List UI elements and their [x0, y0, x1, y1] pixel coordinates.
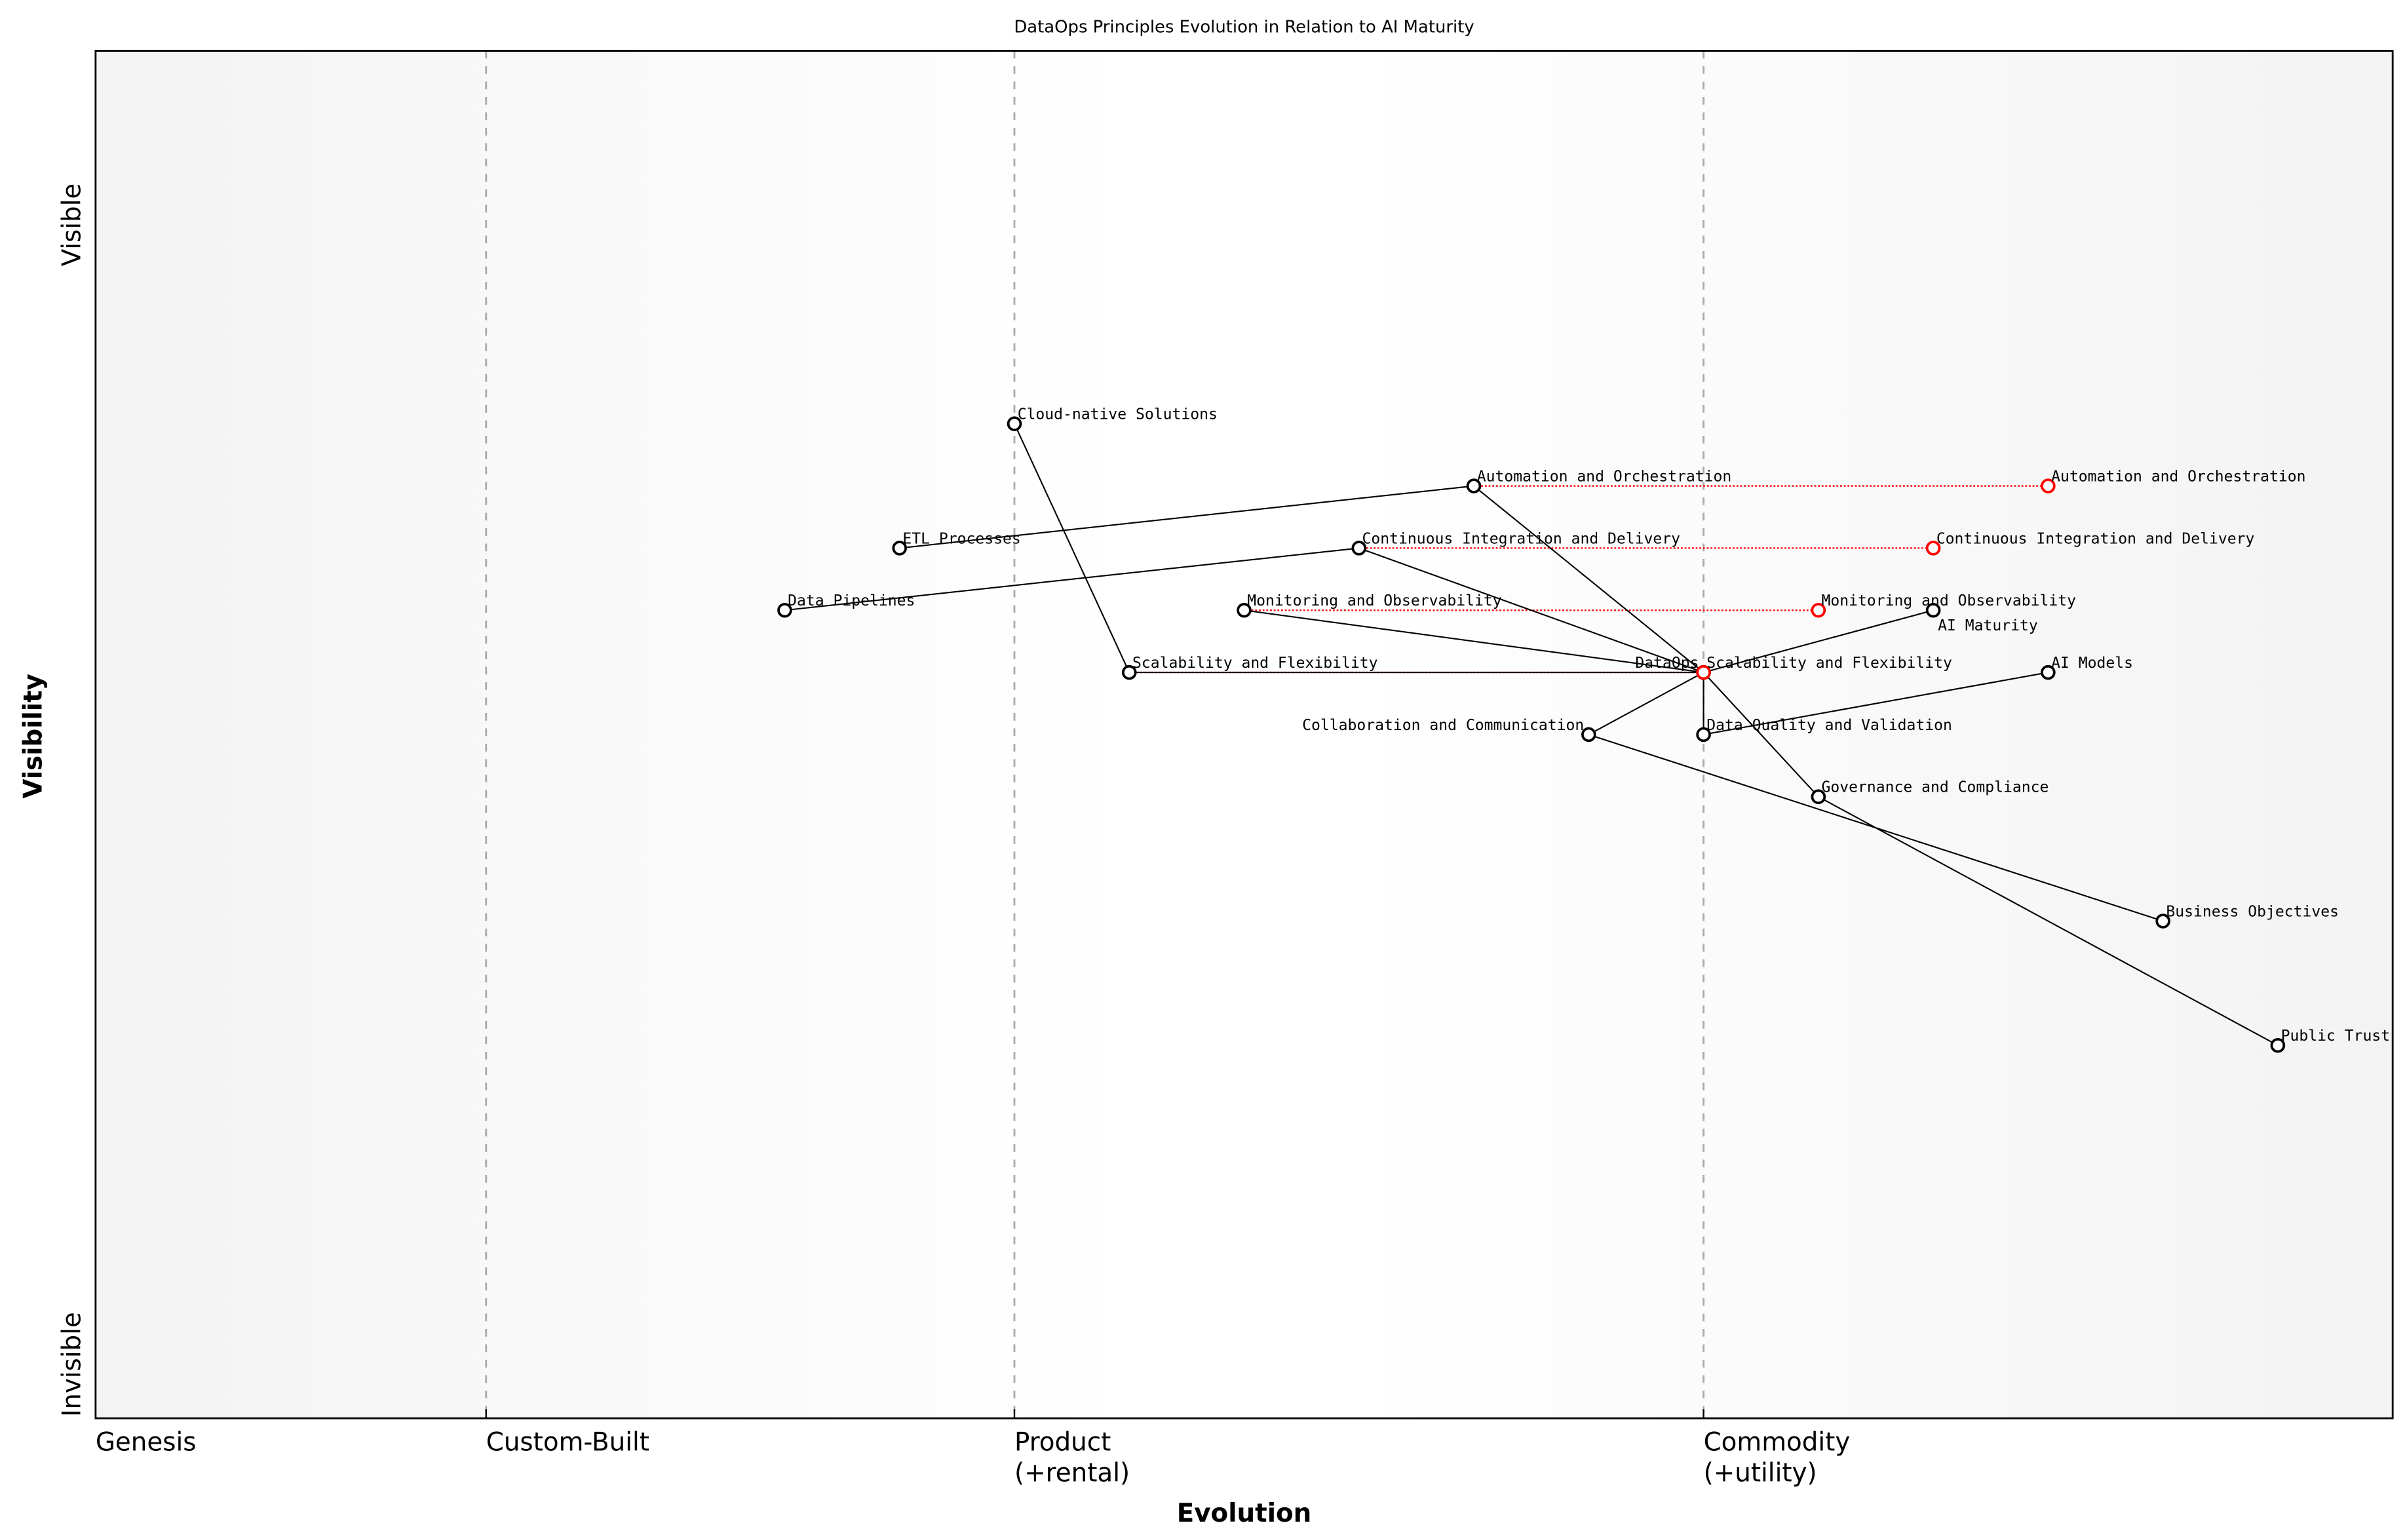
evolved-marker-scalability-and-flexibility [1696, 664, 1711, 680]
plot-frame [94, 50, 2394, 1419]
x-tick-label: (+rental) [1014, 1459, 1130, 1488]
link-etl-processes-to-automation-and-orchestration [899, 485, 1474, 549]
component-marker-scalability-and-flexibility [1121, 664, 1137, 680]
plot-background [95, 50, 2393, 1419]
component-marker-cloud-native-solutions [1007, 416, 1022, 431]
link-dataops-to-governance-and-compliance [1703, 672, 1819, 798]
evolved-marker-continuous-integration-and-delivery [1925, 541, 1941, 556]
link-automation-and-orchestration-to-dataops [1473, 485, 1704, 673]
component-marker-data-pipelines [777, 602, 792, 618]
component-marker-monitoring-and-observability [1237, 602, 1252, 618]
evolved-label-continuous-integration-and-delivery: Continuous Integration and Delivery [1936, 530, 2255, 547]
evolved-label-monitoring-and-observability: Monitoring and Observability [1822, 592, 2076, 609]
component-label-scalability-and-flexibility: Scalability and Flexibility [1132, 655, 1378, 672]
link-data-quality-and-validation-to-ai-models [1703, 672, 2049, 735]
evolved-label-automation-and-orchestration: Automation and Orchestration [2051, 468, 2305, 485]
component-marker-public-trust [2270, 1037, 2286, 1053]
component-marker-automation-and-orchestration [1466, 478, 1482, 493]
component-label-collaboration-and-communication: Collaboration and Communication [1302, 717, 1584, 734]
y-axis-label: Visibility [19, 674, 48, 798]
evolved-marker-automation-and-orchestration [2041, 478, 2056, 493]
component-marker-governance-and-compliance [1811, 789, 1826, 805]
y-label-invisible: Invisible [57, 1312, 87, 1417]
link-monitoring-and-observability-to-dataops [1244, 609, 1704, 674]
x-tick-label: (+utility) [1704, 1459, 1817, 1488]
component-label-monitoring-and-observability: Monitoring and Observability [1247, 592, 1501, 609]
component-label-data-quality-and-validation: Data Quality and Validation [1706, 717, 1952, 734]
component-marker-ai-maturity [1925, 602, 1941, 618]
component-label-data-pipelines: Data Pipelines [788, 592, 915, 609]
link-governance-and-compliance-to-public-trust [1818, 796, 2279, 1047]
component-label-dataops: DataOps [1635, 655, 1699, 672]
link-dataops-to-ai-maturity [1703, 609, 1934, 674]
evolved-marker-monitoring-and-observability [1811, 602, 1826, 618]
component-marker-etl-processes [892, 541, 908, 556]
x-tick-label: Genesis [96, 1428, 197, 1457]
component-label-continuous-integration-and-delivery: Continuous Integration and Delivery [1362, 530, 1680, 547]
link-cloud-native-solutions-to-scalability-and-flexibility [1014, 423, 1130, 673]
component-label-etl-processes: ETL Processes [902, 530, 1020, 547]
component-marker-collaboration-and-communication [1581, 727, 1596, 742]
y-label-visible: Visible [57, 183, 87, 267]
chart-title: DataOps Principles Evolution in Relation… [1014, 17, 1474, 37]
x-tick-label: Custom-Built [486, 1428, 649, 1457]
component-marker-data-quality-and-validation [1696, 727, 1711, 742]
x-axis-label: Evolution [1177, 1499, 1312, 1528]
component-label-automation-and-orchestration: Automation and Orchestration [1477, 468, 1731, 485]
evolved-label-scalability-and-flexibility: Scalability and Flexibility [1706, 655, 1952, 672]
x-tick-label: Commodity [1704, 1428, 1851, 1457]
component-label-ai-maturity: AI Maturity [1938, 617, 2038, 634]
component-label-business-objectives: Business Objectives [2166, 903, 2339, 920]
link-dataops-to-collaboration-and-communication [1588, 672, 1704, 735]
component-label-ai-models: AI Models [2051, 655, 2133, 672]
component-marker-ai-models [2041, 664, 2056, 680]
component-label-public-trust: Public Trust [2281, 1028, 2390, 1045]
component-label-cloud-native-solutions: Cloud-native Solutions [1018, 406, 1218, 423]
component-marker-continuous-integration-and-delivery [1351, 541, 1367, 556]
link-data-pipelines-to-continuous-integration-and-delivery [784, 547, 1359, 611]
component-marker-business-objectives [2155, 914, 2170, 929]
link-continuous-integration-and-delivery-to-dataops [1358, 547, 1704, 674]
x-tick-label: Product [1014, 1428, 1111, 1457]
component-label-governance-and-compliance: Governance and Compliance [1822, 779, 2049, 796]
